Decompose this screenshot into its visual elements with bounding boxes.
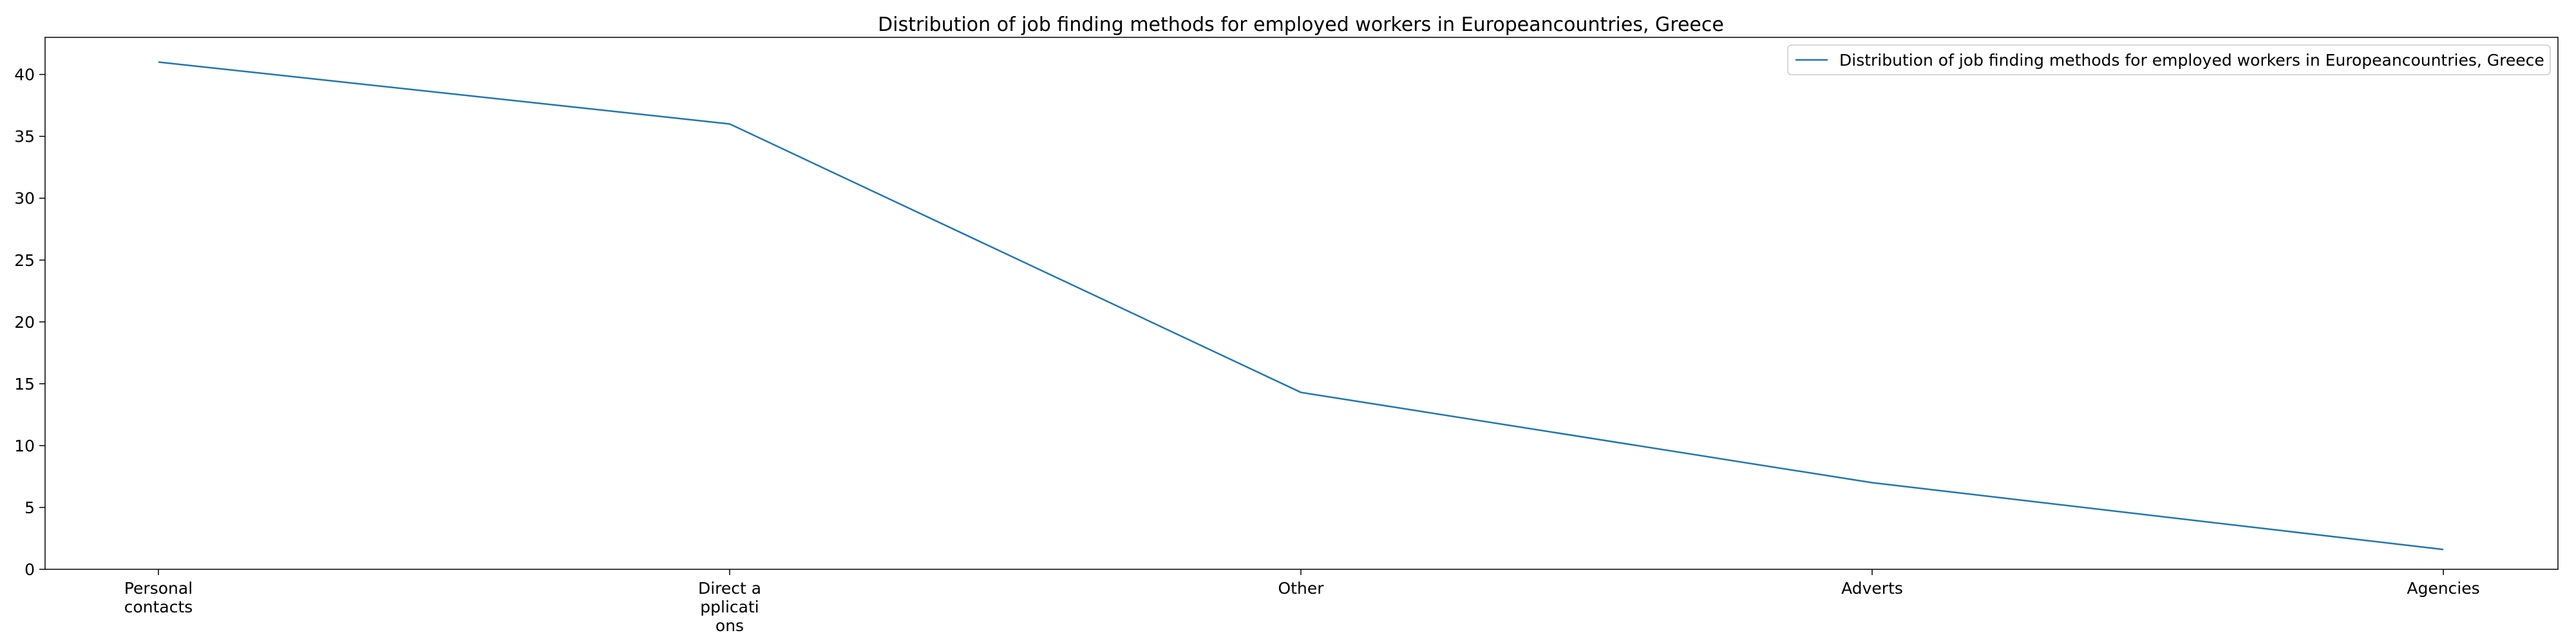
y-tick-label: 25 bbox=[14, 251, 35, 270]
y-tick-label: 40 bbox=[14, 66, 35, 84]
y-tick-label: 20 bbox=[14, 313, 35, 332]
x-tick-label: Agencies bbox=[2407, 579, 2479, 598]
y-tick-label: 15 bbox=[14, 375, 35, 393]
legend-label: Distribution of job finding methods for … bbox=[1839, 51, 2544, 70]
y-tick-label: 30 bbox=[14, 189, 35, 208]
x-tick-label-line: Direct a bbox=[698, 579, 761, 598]
x-tick-label-line: Agencies bbox=[2407, 579, 2479, 598]
x-tick-label: Adverts bbox=[1841, 579, 1903, 598]
y-tick-label: 5 bbox=[24, 498, 35, 517]
chart-title: Distribution of job finding methods for … bbox=[878, 14, 1724, 36]
x-tick-label-line: Other bbox=[1278, 579, 1325, 598]
series-line bbox=[158, 61, 2444, 551]
y-tick-label: 35 bbox=[14, 128, 35, 146]
x-tick-label-line: ons bbox=[715, 616, 744, 635]
x-tick-label-line: Adverts bbox=[1841, 579, 1903, 598]
y-axis: 0 5 10 15 20 25 30 35 40 bbox=[14, 66, 45, 579]
legend: Distribution of job finding methods for … bbox=[1787, 44, 2551, 75]
y-tick-label: 0 bbox=[24, 560, 35, 579]
x-tick-label: Other bbox=[1278, 579, 1325, 598]
plot-frame bbox=[44, 37, 2559, 570]
y-tick-label: 10 bbox=[14, 437, 35, 455]
x-tick-label-line: pplicati bbox=[700, 598, 759, 616]
x-tick-label-line: Personal bbox=[124, 579, 193, 598]
x-tick-label-line: contacts bbox=[124, 598, 193, 616]
legend-box bbox=[1787, 44, 2551, 75]
series-layer bbox=[158, 61, 2444, 551]
